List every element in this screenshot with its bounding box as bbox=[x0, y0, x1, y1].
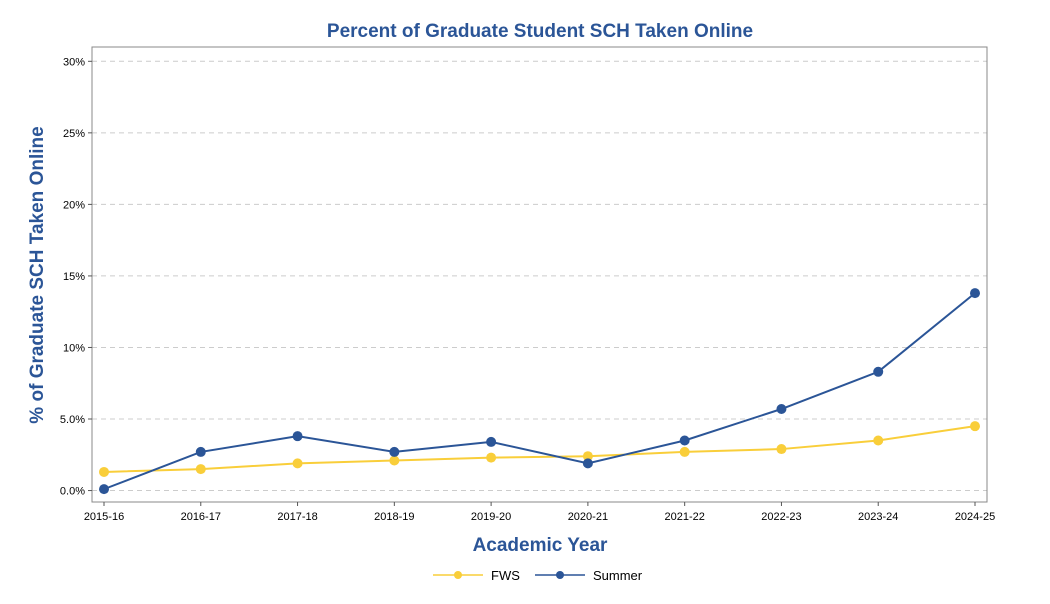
data-point-fws bbox=[970, 421, 980, 432]
data-point-fws bbox=[486, 452, 497, 463]
data-point-summer bbox=[970, 288, 980, 299]
legend-label-summer: Summer bbox=[593, 568, 643, 583]
series-line-fws bbox=[103, 425, 976, 473]
x-tick-label: 2024-25 bbox=[955, 511, 995, 523]
data-point-summer bbox=[486, 436, 497, 447]
data-point-summer bbox=[679, 435, 690, 446]
x-tick-label: 2022-23 bbox=[761, 511, 801, 523]
y-tick-label: 20% bbox=[63, 199, 85, 211]
data-point-summer bbox=[776, 403, 787, 414]
plot-frame bbox=[91, 46, 988, 503]
legend-marker-fws bbox=[454, 571, 462, 579]
series-line-summer bbox=[103, 292, 976, 491]
x-tick-label: 2023-24 bbox=[858, 511, 898, 523]
data-point-fws bbox=[582, 451, 593, 462]
data-point-summer bbox=[582, 458, 593, 469]
data-point-fws bbox=[195, 464, 206, 475]
data-point-summer bbox=[292, 431, 303, 442]
y-tick-label: 25% bbox=[63, 128, 85, 140]
x-tick-label: 2018-19 bbox=[374, 511, 414, 523]
y-tick-label: 15% bbox=[63, 271, 85, 283]
legend-label-fws: FWS bbox=[491, 568, 520, 583]
x-tick-label: 2020-21 bbox=[568, 511, 608, 523]
data-point-fws bbox=[292, 458, 303, 469]
data-point-summer bbox=[195, 446, 206, 457]
legend-marker-summer bbox=[556, 571, 564, 579]
data-point-fws bbox=[99, 466, 109, 477]
x-axis-label: Academic Year bbox=[473, 535, 608, 556]
data-point-summer bbox=[99, 484, 109, 495]
y-tick-label: 10% bbox=[63, 342, 85, 354]
y-tick-label: 30% bbox=[63, 56, 85, 68]
data-point-fws bbox=[776, 444, 787, 455]
data-point-summer bbox=[389, 446, 400, 457]
x-tick-label: 2016-17 bbox=[181, 511, 221, 523]
y-tick-label: 5.0% bbox=[60, 414, 85, 426]
chart-title: Percent of Graduate Student SCH Taken On… bbox=[327, 21, 753, 42]
x-tick-label: 2017-18 bbox=[277, 511, 317, 523]
x-tick-label: 2015-16 bbox=[84, 511, 124, 523]
data-point-summer bbox=[873, 366, 884, 377]
data-point-fws bbox=[873, 435, 884, 446]
y-tick-label: 0.0% bbox=[60, 486, 85, 498]
x-tick-label: 2021-22 bbox=[664, 511, 704, 523]
data-point-fws bbox=[679, 446, 690, 457]
data-point-fws bbox=[389, 455, 400, 466]
y-axis-label: % of Graduate SCH Taken Online bbox=[27, 126, 48, 423]
x-tick-label: 2019-20 bbox=[471, 511, 511, 523]
